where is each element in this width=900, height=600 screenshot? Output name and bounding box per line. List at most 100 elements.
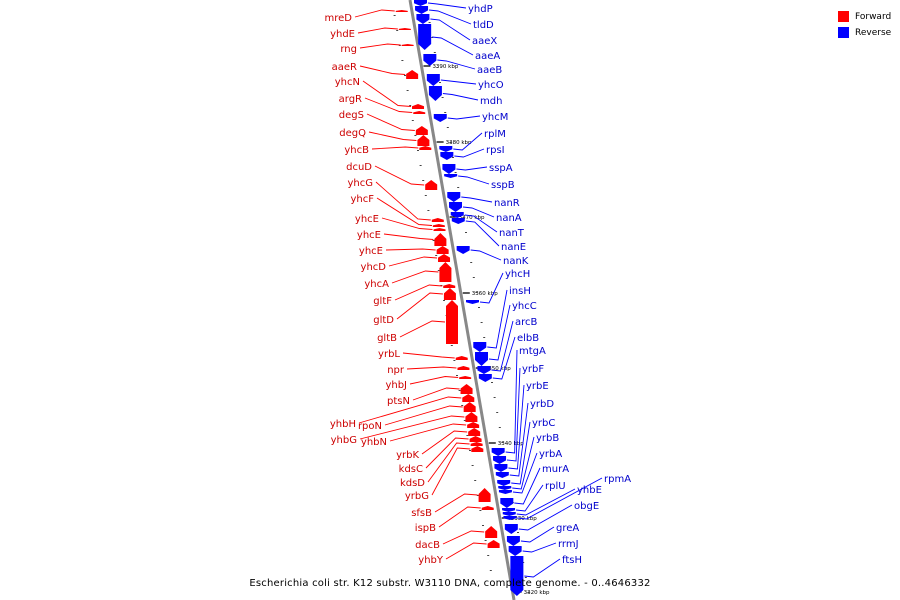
reverse-gene-label: aaeX [472,36,497,47]
reverse-gene-label: rpmA [604,474,631,485]
forward-gene-feature [469,436,482,442]
forward-gene-label: yhbG [331,435,357,446]
forward-leader-line [366,113,415,131]
minor-tick [484,540,487,541]
minor-tick [458,390,461,391]
minor-tick [479,510,482,511]
forward-gene-feature [434,233,447,246]
reverse-gene-label: yhcH [505,269,530,280]
forward-gene-label: npr [387,365,405,376]
minor-tick [396,30,399,31]
reverse-leader-line [505,349,518,454]
forward-gene-feature [462,394,475,402]
forward-leader-line [409,376,459,385]
reverse-gene-feature [502,508,516,512]
reverse-gene-feature [498,486,512,490]
minor-tick [450,345,453,346]
minor-tick [452,157,454,158]
forward-gene-feature [439,262,452,282]
minor-tick [424,195,427,196]
minor-tick [449,142,452,143]
reverse-gene-label: nanK [503,256,529,267]
minor-tick [422,180,425,181]
reverse-leader-line [492,336,516,380]
minor-tick [406,90,409,91]
forward-leader-line [383,233,434,240]
forward-gene-feature [412,104,425,109]
minor-tick [471,465,474,466]
minor-tick [487,555,490,556]
reverse-leader-line [512,436,535,490]
minor-tick [472,277,475,278]
forward-leader-line [438,506,481,528]
reverse-gene-label: rplU [545,481,566,492]
forward-gene-feature [467,422,480,428]
forward-leader-line [381,217,433,230]
forward-leader-line [412,387,460,401]
reverse-gene-label: yhbE [577,485,602,496]
minor-tick [524,577,527,578]
reverse-gene-label: yhdP [468,4,493,15]
reverse-gene-feature [428,86,442,101]
forward-gene-label: yhcN [335,77,360,88]
forward-leader-line [371,146,419,150]
reverse-gene-feature [475,352,489,366]
reverse-gene-label: obgE [574,501,599,512]
reverse-gene-label: yhcO [478,80,504,91]
reverse-gene-feature [500,498,514,508]
reverse-gene-label: yrbC [532,418,555,429]
forward-leader-line [391,270,439,284]
reverse-gene-feature [415,6,429,14]
reverse-gene-feature [510,556,524,596]
reverse-leader-line [508,384,525,470]
reverse-gene-feature [504,524,518,534]
minor-tick [489,570,492,571]
forward-gene-feature [438,254,451,262]
minor-tick [439,82,441,83]
reverse-gene-feature [423,54,437,66]
minor-tick [436,67,439,68]
reverse-leader-line [465,220,500,247]
forward-leader-line [394,284,443,301]
reverse-leader-line [432,36,474,56]
reverse-gene-label: ftsH [562,555,582,566]
minor-tick [478,307,480,308]
scale-label: 3370 kbp [459,215,485,221]
reverse-gene-feature [456,246,470,254]
forward-gene-label: yhcF [350,194,374,205]
reverse-gene-label: yhcC [512,301,537,312]
minor-tick [427,210,430,211]
reverse-leader-line [430,18,471,41]
forward-leader-line [362,80,412,107]
minor-tick [482,525,484,526]
forward-leader-line [389,423,467,442]
minor-tick [457,187,460,188]
forward-gene-feature [471,446,484,452]
minor-tick [493,397,496,398]
minor-tick [463,420,466,421]
reverse-gene-feature [416,14,430,24]
reverse-leader-line [509,402,529,477]
forward-gene-label: degS [339,110,364,121]
reverse-leader-line [506,367,521,462]
minor-tick [435,255,438,256]
reverse-gene-feature [442,164,456,174]
minor-tick [465,232,467,233]
forward-gene-feature [481,506,494,510]
forward-leader-line [434,493,478,513]
forward-leader-line [364,97,413,113]
minor-tick [498,427,501,428]
reverse-leader-line [437,59,476,70]
minor-tick [431,37,434,38]
reverse-leader-line [442,93,479,101]
forward-leader-line [399,320,446,338]
forward-leader-line [358,396,462,424]
reverse-gene-label: elbB [517,333,539,344]
forward-gene-feature [419,146,432,150]
scale-label: 3340 kbp [498,441,524,447]
minor-tick [409,105,412,106]
reverse-leader-line [487,289,508,349]
forward-gene-label: gltD [373,315,394,326]
forward-gene-label: rng [340,44,357,55]
forward-gene-label: yrbL [378,349,400,360]
